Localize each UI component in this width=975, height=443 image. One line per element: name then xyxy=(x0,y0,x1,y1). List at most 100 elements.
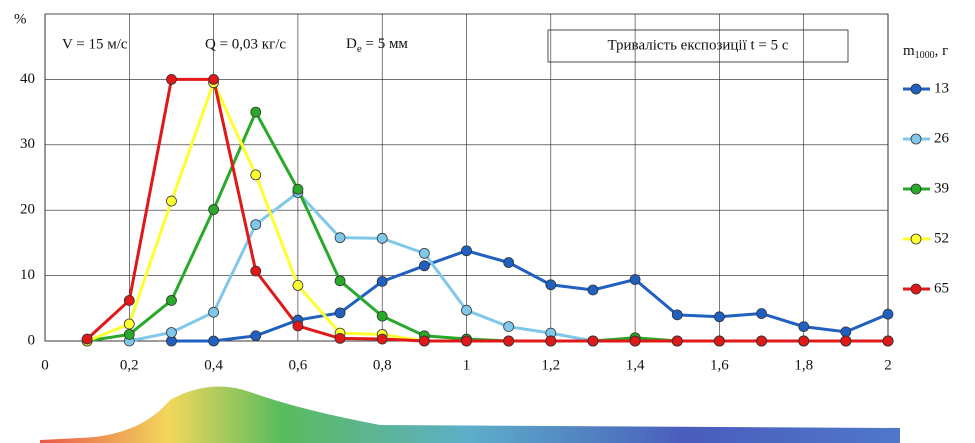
data-point xyxy=(545,335,557,347)
x-tick-label: 1,4 xyxy=(626,357,645,373)
data-point xyxy=(418,247,430,259)
x-tick-label: 0,4 xyxy=(204,357,223,373)
data-point xyxy=(166,195,177,207)
data-point xyxy=(376,310,388,322)
data-point xyxy=(250,169,262,181)
data-point xyxy=(334,275,346,287)
x-tick-label: 0 xyxy=(41,357,49,373)
series-line xyxy=(86,78,888,343)
annotation: Q = 0,03 кг/с xyxy=(205,36,286,52)
y-tick-label: 20 xyxy=(20,202,35,218)
data-point xyxy=(629,274,641,285)
x-tick-label: 0,2 xyxy=(120,357,139,373)
data-point xyxy=(503,335,515,347)
legend-title: m1000, г xyxy=(903,43,948,61)
data-point xyxy=(166,74,177,85)
legend-title-subscript: 1000 xyxy=(915,50,935,61)
data-point xyxy=(208,335,220,347)
y-tick-label: 30 xyxy=(20,136,35,152)
y-tick-label: 0 xyxy=(28,332,36,348)
data-point xyxy=(671,309,683,321)
data-point xyxy=(461,245,472,257)
x-tick-label: 0,8 xyxy=(373,357,392,373)
data-point xyxy=(292,320,304,332)
y-tick-label: 10 xyxy=(20,267,35,283)
data-point xyxy=(629,335,641,347)
x-tick-label: 1,8 xyxy=(794,357,813,373)
legend-label: 52 xyxy=(934,230,949,246)
legend-marker xyxy=(910,233,922,245)
annotation: Тривалість експозиції t = 5 с xyxy=(607,37,788,53)
annotation-part: = 5 мм xyxy=(362,36,409,52)
data-point xyxy=(503,257,515,268)
x-tick-label: 1,2 xyxy=(541,357,560,373)
data-point xyxy=(798,321,810,333)
data-point xyxy=(376,333,388,345)
data-point xyxy=(292,183,304,195)
annotation: V = 15 м/с xyxy=(62,36,128,52)
data-point xyxy=(292,280,304,291)
data-point xyxy=(81,333,93,345)
data-point xyxy=(418,335,430,347)
series-line xyxy=(86,108,888,343)
legend-marker xyxy=(910,83,922,95)
data-point xyxy=(756,308,767,319)
legend-title-part: m xyxy=(903,43,915,59)
data-point xyxy=(840,335,852,347)
legend-marker xyxy=(910,133,922,145)
data-point xyxy=(461,304,472,316)
data-point xyxy=(714,335,725,347)
data-point xyxy=(671,335,683,347)
data-point xyxy=(250,106,262,118)
data-point xyxy=(208,306,220,318)
x-tick-label: 1,6 xyxy=(710,357,729,373)
data-point xyxy=(166,327,177,338)
data-point xyxy=(166,295,177,306)
y-axis-label: % xyxy=(14,11,27,27)
data-point xyxy=(545,279,557,291)
legend-title-part: , г xyxy=(935,43,949,59)
data-point xyxy=(714,311,725,323)
y-tick-label: 40 xyxy=(20,71,35,87)
data-point xyxy=(250,265,262,277)
x-tick-label: 2 xyxy=(884,357,892,373)
series-line xyxy=(171,249,889,343)
legend-label: 26 xyxy=(934,130,950,146)
data-point xyxy=(208,204,220,215)
data-point xyxy=(798,335,810,347)
legend-label: 39 xyxy=(934,180,949,196)
data-point xyxy=(882,308,894,320)
legend-marker xyxy=(910,183,922,195)
data-point xyxy=(503,321,515,333)
data-point xyxy=(334,332,346,344)
legend-marker xyxy=(910,283,922,295)
data-point xyxy=(123,318,135,330)
data-point xyxy=(587,335,599,347)
data-point xyxy=(123,295,135,306)
x-tick-label: 0,6 xyxy=(289,357,308,373)
legend-label: 65 xyxy=(934,280,949,296)
data-point xyxy=(250,219,262,230)
data-point xyxy=(461,335,472,347)
data-point xyxy=(334,307,346,319)
annotation: De = 5 мм xyxy=(346,36,408,54)
data-point xyxy=(418,260,430,272)
annotation-box xyxy=(547,29,849,63)
series-line xyxy=(86,77,888,343)
data-point xyxy=(334,232,346,244)
data-point xyxy=(376,276,388,287)
annotation-subscript: e xyxy=(357,43,362,55)
data-point xyxy=(587,284,599,296)
data-point xyxy=(882,335,894,347)
x-tick-label: 1 xyxy=(463,357,471,373)
data-point xyxy=(208,74,220,85)
data-point xyxy=(756,335,767,347)
data-point xyxy=(840,326,852,338)
data-point xyxy=(123,329,135,340)
annotation-part: D xyxy=(346,36,357,52)
data-point xyxy=(250,330,262,342)
particle-heap-image xyxy=(40,386,900,443)
legend-label: 13 xyxy=(934,80,949,96)
data-point xyxy=(376,232,388,244)
